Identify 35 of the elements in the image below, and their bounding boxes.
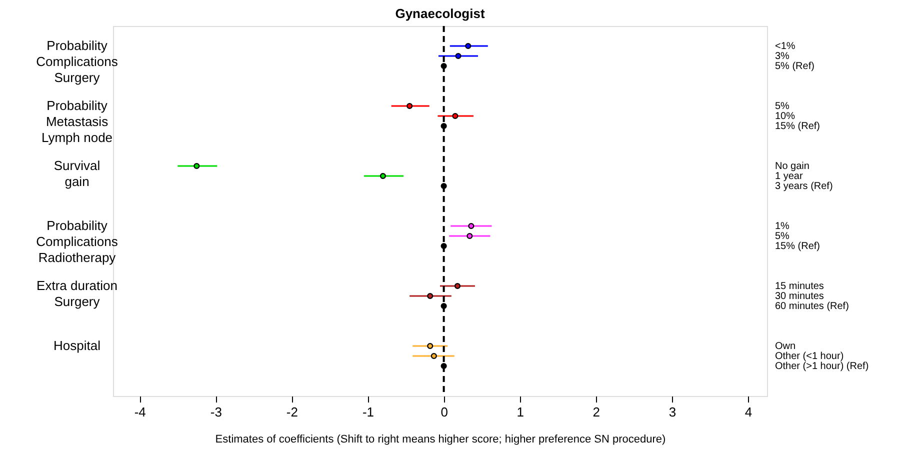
x-tick-label: -2 [286,404,298,420]
text: Probability Metastasis Lymph node [41,98,113,145]
y-tick-label: 15 minutes [775,281,824,292]
x-axis-title: Estimates of coefficients (Shift to right means higher score; higher preference SN procedure) [215,434,666,446]
y-tick-label: 15% (Ref) [775,241,820,252]
y-tick-label: 1% [775,221,790,232]
x-tick-label: -4 [134,404,146,420]
y-tick-label: 1 year [775,171,804,182]
y-tick-label: Other (<1 hour) [775,351,844,362]
y-tick-label: 5% [775,101,790,112]
y-tick-label: 5% [775,231,790,242]
y-tick-label: No gain [775,161,810,172]
annotation: Probability Complications Radiotherapy [36,218,118,265]
x-tick-label: 2 [592,404,600,420]
y-tick-label: 10% [775,111,796,122]
x-tick-label: 0 [440,404,448,420]
x-tick-label: 3 [668,404,676,420]
y-tick-label: <1% [775,41,796,52]
y-tick-label: Other (>1 hour) (Ref) [775,361,869,372]
text: Survival gain [54,158,100,189]
y-tick-label: 15% (Ref) [775,121,820,132]
x-tick-label: -3 [210,404,222,420]
y-tick-label: 30 minutes [775,291,824,302]
chart-title: Gynaecologist [395,6,486,21]
text: Hospital [54,338,101,353]
annotation: Extra duration Surgery [36,278,118,309]
x-tick-label: 4 [744,404,752,420]
annotation: Probability Complications Surgery [36,38,118,85]
y-tick-label: 3 years (Ref) [775,181,833,192]
y-tick-label: 3% [775,51,790,62]
y-tick-label: 5% (Ref) [775,61,814,72]
x-tick-label: 1 [516,404,524,420]
x-tick-label: -1 [362,404,374,420]
y-tick-label: Own [775,341,796,352]
y-tick-label: 60 minutes (Ref) [775,301,849,312]
